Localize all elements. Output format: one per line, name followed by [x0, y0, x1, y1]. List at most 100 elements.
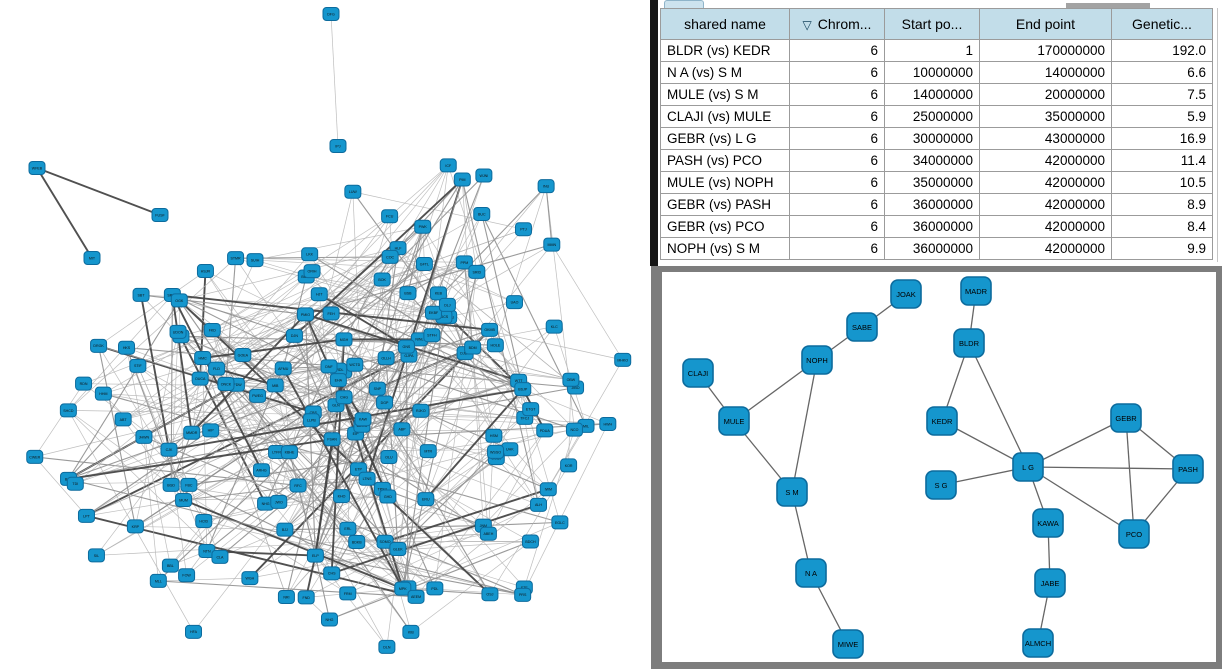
network-node[interactable]: FKD	[203, 323, 221, 338]
network-node[interactable]: MGH	[335, 332, 353, 347]
network-node[interactable]: OSJ	[481, 587, 499, 602]
network-node[interactable]: NCO	[565, 422, 583, 437]
value-cell[interactable]: 6	[789, 61, 885, 84]
network-node[interactable]: KBHE	[280, 445, 298, 460]
network-node[interactable]: MIT	[83, 251, 101, 265]
network-node[interactable]: FEH	[322, 306, 340, 321]
value-cell[interactable]: 34000000	[884, 149, 980, 172]
network-node[interactable]: LUW	[344, 184, 362, 199]
network-node[interactable]: PIM	[453, 172, 471, 187]
network-node-jabe[interactable]: JABE	[1034, 568, 1066, 598]
value-cell[interactable]: 10000000	[884, 61, 980, 84]
shared-name-cell[interactable]: CLAJI (vs) MULE	[660, 105, 790, 128]
shared-name-cell[interactable]: GEBR (vs) PASH	[660, 193, 790, 216]
network-node[interactable]: OBW	[562, 372, 580, 387]
value-cell[interactable]: 42000000	[979, 215, 1112, 238]
network-node-pash[interactable]: PASH	[1172, 454, 1204, 484]
network-node[interactable]: PTJ	[514, 222, 532, 237]
network-node[interactable]: BJJ	[276, 522, 294, 537]
horizontal-scrollbar-fragment[interactable]	[1066, 3, 1150, 8]
network-node[interactable]: ABEH	[479, 526, 497, 541]
network-node-n-a[interactable]: N A	[795, 558, 827, 588]
value-cell[interactable]: 42000000	[979, 193, 1112, 216]
network-node[interactable]: BBL	[161, 558, 179, 573]
shared-name-cell[interactable]: GEBR (vs) L G	[660, 127, 790, 150]
network-node-madr[interactable]: MADR	[960, 276, 992, 306]
table-row[interactable]: N A (vs) S M 6 10000000 14000000 6.6	[660, 61, 1213, 84]
network-node[interactable]: BSB	[399, 286, 417, 301]
network-node-pco[interactable]: PCO	[1118, 519, 1150, 549]
network-node[interactable]: IPJ	[329, 139, 347, 153]
network-node[interactable]: PDUA	[536, 423, 554, 438]
network-node[interactable]: MIB	[266, 378, 284, 393]
network-node[interactable]: DJN	[285, 328, 303, 343]
network-node-kedr[interactable]: KEDR	[926, 406, 958, 436]
network-node[interactable]: HJT	[310, 287, 328, 302]
shared-name-cell[interactable]: N A (vs) S M	[660, 61, 790, 84]
network-node[interactable]: HSM	[485, 428, 503, 443]
network-node[interactable]: SBT	[132, 287, 150, 302]
value-cell[interactable]: 6	[789, 171, 885, 194]
network-node[interactable]: CWER	[26, 449, 44, 464]
table-row[interactable]: GEBR (vs) PASH 6 36000000 42000000 8.9	[660, 193, 1213, 216]
network-node[interactable]: GNS	[397, 339, 415, 354]
network-node-kawa[interactable]: KAWA	[1032, 508, 1064, 538]
network-node[interactable]: LKK	[301, 247, 319, 262]
value-cell[interactable]: 10.5	[1111, 171, 1213, 194]
network-node[interactable]: JWO	[270, 494, 288, 509]
network-node[interactable]: WFEB	[28, 161, 46, 175]
network-node-s-g[interactable]: S G	[925, 470, 957, 500]
value-cell[interactable]: 5.9	[1111, 105, 1213, 128]
network-node[interactable]: WJNI	[475, 168, 493, 183]
network-node[interactable]: FUSF	[151, 208, 169, 222]
network-node[interactable]: OUCA	[191, 371, 209, 386]
value-cell[interactable]: 6	[789, 39, 885, 62]
shared-name-cell[interactable]: MULE (vs) NOPH	[660, 171, 790, 194]
network-node[interactable]: HKS	[118, 340, 136, 355]
network-node[interactable]: KEB	[429, 286, 447, 301]
network-node[interactable]: FCU	[381, 209, 399, 224]
value-cell[interactable]: 30000000	[884, 127, 980, 150]
shared-name-cell[interactable]: MULE (vs) S M	[660, 83, 790, 106]
value-cell[interactable]: 6	[789, 105, 885, 128]
value-cell[interactable]: 6.6	[1111, 61, 1213, 84]
network-node[interactable]: MPK	[394, 581, 412, 596]
network-node[interactable]: MTR	[419, 444, 437, 459]
network-node[interactable]: LLPB	[302, 413, 320, 428]
network-node-miwe[interactable]: MIWE	[832, 629, 864, 659]
table-row[interactable]: CLAJI (vs) MULE 6 25000000 35000000 5.9	[660, 105, 1213, 128]
table-row[interactable]: PASH (vs) PCO 6 34000000 42000000 11.4	[660, 149, 1213, 172]
shared-name-cell[interactable]: GEBR (vs) PCO	[660, 215, 790, 238]
network-node[interactable]: GFTL	[415, 257, 433, 272]
network-node[interactable]: DGP	[376, 395, 394, 410]
network-node[interactable]: SOMO	[376, 534, 394, 549]
network-node[interactable]: HMC	[194, 351, 212, 366]
network-node[interactable]: STIF	[129, 358, 147, 373]
network-node-gebr[interactable]: GEBR	[1110, 403, 1142, 433]
network-node[interactable]: FWEG	[249, 388, 267, 403]
network-node[interactable]: EGLC	[551, 515, 569, 530]
filter-icon[interactable]: ▽	[802, 18, 812, 32]
network-node[interactable]: ALH	[530, 497, 548, 512]
network-node-s-m[interactable]: S M	[776, 477, 808, 507]
network-node[interactable]: RJKO	[412, 403, 430, 418]
network-node[interactable]: ERU	[417, 492, 435, 507]
network-node[interactable]: ETGT	[522, 402, 540, 417]
network-node[interactable]: SNP	[368, 381, 386, 396]
network-node[interactable]: HOLE	[486, 338, 504, 353]
network-node[interactable]: HSJR	[196, 264, 214, 279]
network-node[interactable]: NHG	[320, 612, 338, 627]
value-cell[interactable]: 20000000	[979, 83, 1112, 106]
network-node-l-g[interactable]: L G	[1012, 452, 1044, 482]
value-cell[interactable]: 192.0	[1111, 39, 1213, 62]
network-node[interactable]: ORIH	[303, 264, 321, 279]
network-node[interactable]: BDKB	[348, 534, 366, 549]
value-cell[interactable]: 6	[789, 83, 885, 106]
network-node[interactable]: DNF	[320, 359, 338, 374]
network-node[interactable]: ABP	[393, 422, 411, 437]
network-node[interactable]: FRM	[339, 586, 357, 601]
table-row[interactable]: GEBR (vs) PCO 6 36000000 42000000 8.4	[660, 215, 1213, 238]
network-node[interactable]: LPT	[77, 508, 95, 523]
network-node[interactable]: BUC	[473, 206, 491, 221]
network-node[interactable]: BDCH	[521, 534, 539, 549]
